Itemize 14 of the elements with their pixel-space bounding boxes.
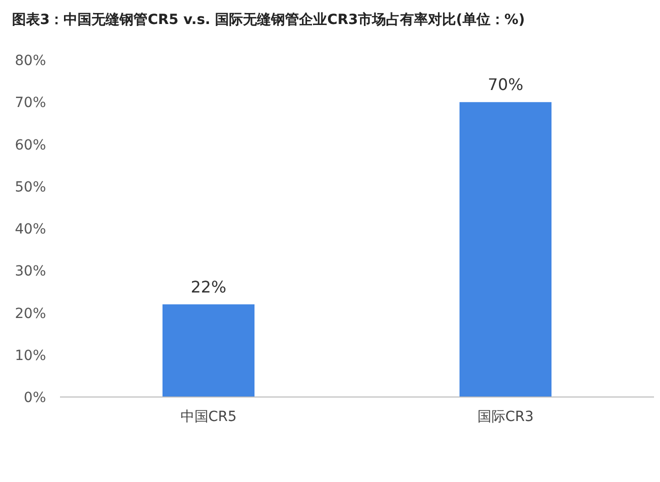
y-tick-label: 20%: [14, 306, 46, 322]
y-tick-label: 70%: [14, 95, 46, 112]
y-tick-label: 0%: [24, 390, 46, 406]
x-tick-label: 国际CR3: [477, 409, 534, 425]
y-tick-label: 60%: [14, 137, 46, 154]
data-label: 70%: [488, 75, 524, 94]
y-tick-label: 30%: [14, 264, 46, 280]
data-label: 22%: [190, 277, 226, 296]
y-tick-label: 50%: [14, 179, 46, 196]
chart-title: 图表3：中国无缝钢管CR5 v.s. 国际无缝钢管企业CR3市场占有率对比(单位：%): [12, 11, 525, 28]
y-tick-label: 10%: [14, 348, 46, 364]
x-tick-label: 中国CR5: [180, 409, 237, 425]
y-tick-label: 80%: [14, 53, 46, 69]
y-tick-label: 40%: [14, 222, 46, 238]
